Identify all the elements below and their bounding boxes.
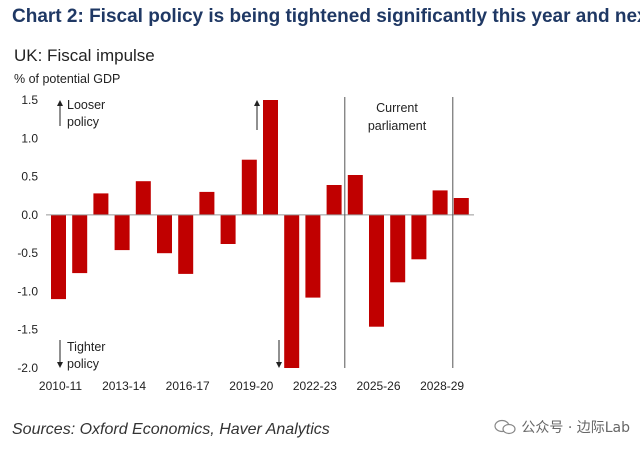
bar-2018-19 [220,214,236,244]
bar-2024-25 [347,175,363,215]
x-tick-label: 2016-17 [166,379,210,393]
x-tick-label: 2013-14 [102,379,146,393]
y-axis-ticks: 1.5 1.0 0.5 0.0 -0.5 -1.0 -1.5 -2.0 [17,93,38,375]
x-tick-label: 2028-29 [420,379,464,393]
y-tick-label: 1.5 [21,93,38,107]
y-tick-label: -2.0 [17,361,38,375]
bar-2012-13 [93,193,109,215]
x-axis-ticks: 2010-11 2013-14 2016-17 2019-20 2022-23 2025-… [39,379,465,393]
bar-2021-22-down-arrow [276,340,282,368]
bar-2019-20 [241,159,257,215]
tighter-label-line1: Tighter [67,340,105,354]
parliament-label-line1: Current [376,101,418,115]
x-tick-label: 2010-11 [39,379,82,393]
looser-label-line1: Looser [67,98,105,112]
looser-annotation: Looser policy [57,98,105,129]
tighter-annotation: Tighter policy [57,340,105,371]
bar-2026-27 [390,214,406,283]
bar-2019-20-up-arrow [254,100,260,130]
bar-2010-11 [51,214,66,300]
watermark-text: 公众号 · 边际Lab [521,420,630,436]
y-tick-label: -0.5 [17,246,38,260]
bar-2027-28 [411,214,427,260]
bar-2022-23 [305,214,321,298]
y-tick-label: 1.0 [21,131,38,145]
looser-arrow-head [57,100,63,106]
y-axis-unit-label: % of potential GDP [14,72,121,86]
source-note: Sources: Oxford Economics, Haver Analyti… [12,421,330,438]
wechat-icon [494,419,516,435]
bar-2011-12 [72,214,88,274]
bar-2025-26 [369,214,384,327]
x-tick-label: 2022-23 [293,379,337,393]
bar-2016-17 [178,214,194,274]
tighter-arrow-head [57,362,63,368]
y-tick-label: 0.0 [21,208,38,222]
fiscal-impulse-chart: 1.5 1.0 0.5 0.0 -0.5 -1.0 -1.5 -2.0 2010-11 2013… [17,93,474,393]
chart-subtitle: UK: Fiscal impulse [14,46,155,65]
looser-label-line2: policy [67,115,100,129]
bar-2017-18 [199,191,215,215]
y-tick-label: -1.5 [17,323,38,337]
tighter-label-line2: policy [67,357,100,371]
y-tick-label: -1.0 [17,284,38,298]
x-tick-label: 2019-20 [229,379,273,393]
bar-2023-24 [326,185,342,215]
bar-2015-16 [157,214,172,254]
bar-2028-29 [432,190,448,215]
bar-2021-22 [284,214,300,368]
parliament-label-line2: parliament [368,119,427,133]
bar-2029-30 [453,198,469,215]
y-tick-label: 0.5 [21,170,38,184]
bar-series [51,100,469,368]
watermark: 公众号 · 边际Lab [494,417,630,437]
chart-title: Chart 2: Fiscal policy is being tightene… [12,6,640,27]
bar-2014-15 [135,181,151,215]
x-tick-label: 2025-26 [356,379,400,393]
bar-2013-14 [114,214,130,251]
bar-2020-21 [263,100,278,215]
